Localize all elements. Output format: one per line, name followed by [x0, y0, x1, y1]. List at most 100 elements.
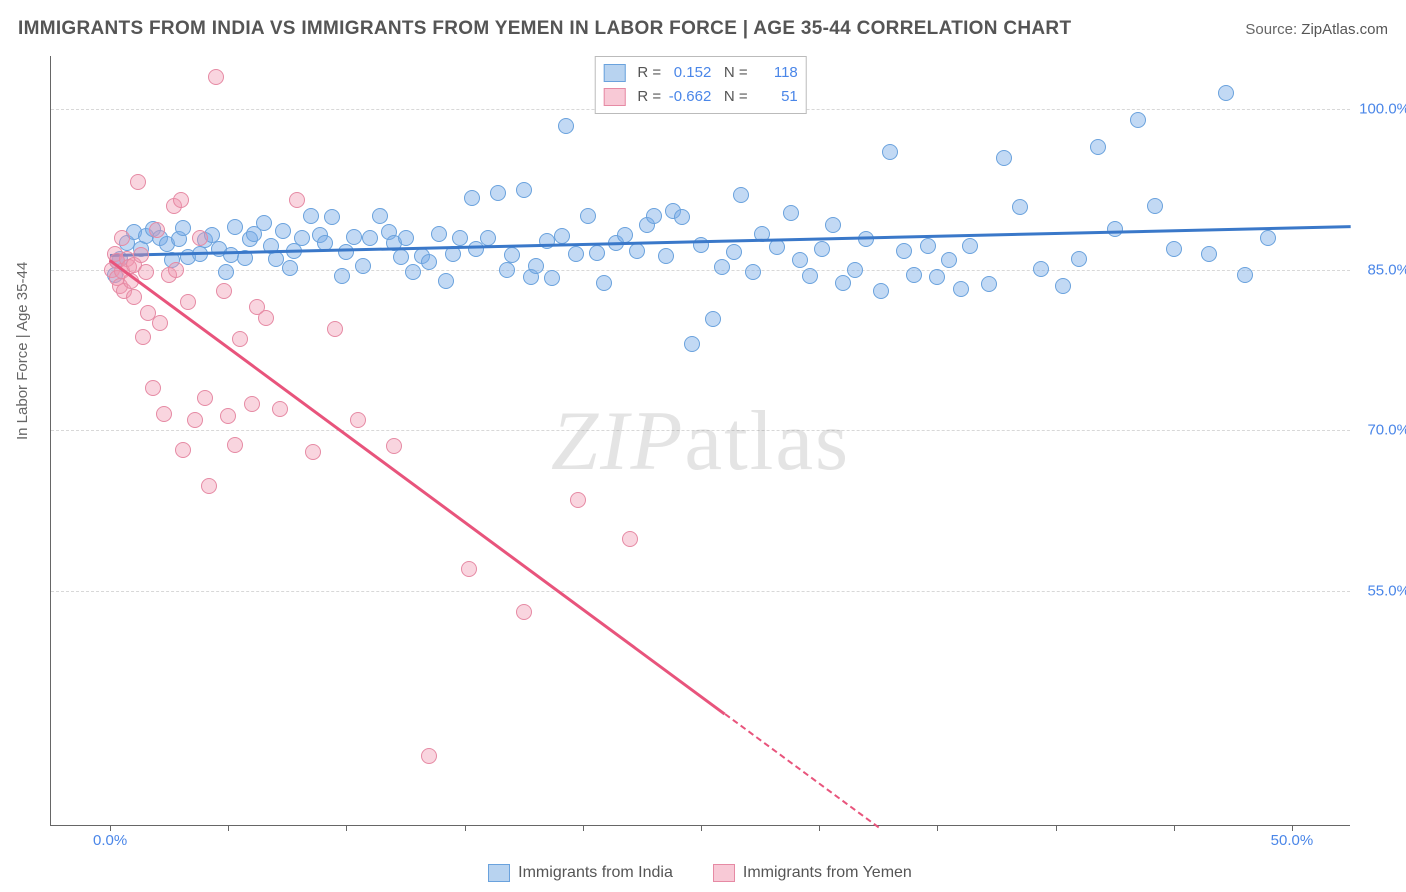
data-point-india	[981, 276, 997, 292]
data-point-yemen	[145, 380, 161, 396]
data-point-india	[705, 311, 721, 327]
data-point-yemen	[350, 412, 366, 428]
data-point-india	[835, 275, 851, 291]
data-point-india	[1218, 85, 1234, 101]
data-point-yemen	[168, 262, 184, 278]
corr-legend-row-yemen: R = -0.662 N = 51	[603, 85, 798, 109]
data-point-india	[275, 223, 291, 239]
data-point-india	[516, 182, 532, 198]
data-point-india	[1107, 221, 1123, 237]
legend-stats: R = 0.152 N = 118	[633, 61, 798, 85]
data-point-india	[334, 268, 350, 284]
data-point-india	[1012, 199, 1028, 215]
data-point-india	[996, 150, 1012, 166]
data-point-yemen	[114, 230, 130, 246]
data-point-india	[726, 244, 742, 260]
legend-label: Immigrants from Yemen	[743, 864, 912, 882]
data-point-india	[282, 260, 298, 276]
data-point-india	[684, 336, 700, 352]
data-point-yemen	[149, 222, 165, 238]
data-point-india	[873, 283, 889, 299]
data-point-yemen	[126, 289, 142, 305]
x-tick	[1174, 825, 1175, 831]
data-point-india	[1071, 251, 1087, 267]
data-point-india	[175, 220, 191, 236]
legend-swatch	[713, 864, 735, 882]
data-point-yemen	[232, 331, 248, 347]
data-point-india	[896, 243, 912, 259]
source-attribution: Source: ZipAtlas.com	[1245, 21, 1388, 38]
data-point-india	[674, 209, 690, 225]
data-point-india	[355, 258, 371, 274]
data-point-india	[802, 268, 818, 284]
data-point-india	[617, 227, 633, 243]
data-point-india	[452, 230, 468, 246]
data-point-india	[256, 215, 272, 231]
correlation-legend: R = 0.152 N = 118 R = -0.662 N = 51	[594, 56, 807, 114]
data-point-india	[1055, 278, 1071, 294]
data-point-india	[405, 264, 421, 280]
data-point-india	[499, 262, 515, 278]
data-point-india	[227, 219, 243, 235]
chart-plot-area: ZIPatlas R = 0.152 N = 118 R = -0.662 N …	[50, 56, 1350, 826]
data-point-yemen	[201, 478, 217, 494]
y-tick-label: 70.0%	[1355, 422, 1406, 439]
data-point-india	[1260, 230, 1276, 246]
source-prefix: Source:	[1245, 21, 1301, 38]
x-tick	[701, 825, 702, 831]
data-point-yemen	[138, 264, 154, 280]
data-point-india	[580, 208, 596, 224]
data-point-yemen	[327, 321, 343, 337]
data-point-india	[421, 254, 437, 270]
x-tick	[110, 825, 111, 831]
data-point-india	[554, 228, 570, 244]
data-point-india	[596, 275, 612, 291]
data-point-india	[882, 144, 898, 160]
x-tick	[583, 825, 584, 831]
x-tick	[346, 825, 347, 831]
scatter-layer: 55.0%70.0%85.0%100.0%0.0%50.0%	[51, 56, 1350, 825]
data-point-india	[324, 209, 340, 225]
data-point-india	[218, 264, 234, 280]
regression-line	[724, 713, 879, 828]
data-point-india	[962, 238, 978, 254]
data-point-india	[714, 259, 730, 275]
data-point-india	[528, 258, 544, 274]
data-point-india	[431, 226, 447, 242]
data-point-india	[1130, 112, 1146, 128]
data-point-india	[953, 281, 969, 297]
x-tick	[937, 825, 938, 831]
data-point-india	[490, 185, 506, 201]
data-point-india	[745, 264, 761, 280]
data-point-india	[589, 245, 605, 261]
data-point-india	[338, 244, 354, 260]
data-point-yemen	[305, 444, 321, 460]
data-point-yemen	[175, 442, 191, 458]
data-point-yemen	[516, 604, 532, 620]
data-point-india	[372, 208, 388, 224]
data-point-india	[393, 249, 409, 265]
data-point-india	[568, 246, 584, 262]
data-point-yemen	[570, 492, 586, 508]
y-axis-label: In Labor Force | Age 35-44	[14, 262, 31, 440]
data-point-india	[814, 241, 830, 257]
source-link[interactable]: ZipAtlas.com	[1301, 21, 1388, 38]
x-tick-label: 50.0%	[1271, 832, 1314, 849]
corr-legend-row-india: R = 0.152 N = 118	[603, 61, 798, 85]
gridline	[51, 430, 1350, 431]
data-point-india	[769, 239, 785, 255]
data-point-yemen	[227, 437, 243, 453]
data-point-india	[658, 248, 674, 264]
legend-stats: R = -0.662 N = 51	[633, 85, 798, 109]
data-point-yemen	[156, 406, 172, 422]
gridline	[51, 591, 1350, 592]
y-tick-label: 100.0%	[1355, 101, 1406, 118]
data-point-yemen	[192, 230, 208, 246]
series-legend: Immigrants from India Immigrants from Yem…	[50, 864, 1350, 882]
data-point-india	[847, 262, 863, 278]
data-point-india	[544, 270, 560, 286]
legend-label: Immigrants from India	[518, 864, 673, 882]
data-point-yemen	[216, 283, 232, 299]
data-point-india	[464, 190, 480, 206]
data-point-yemen	[421, 748, 437, 764]
